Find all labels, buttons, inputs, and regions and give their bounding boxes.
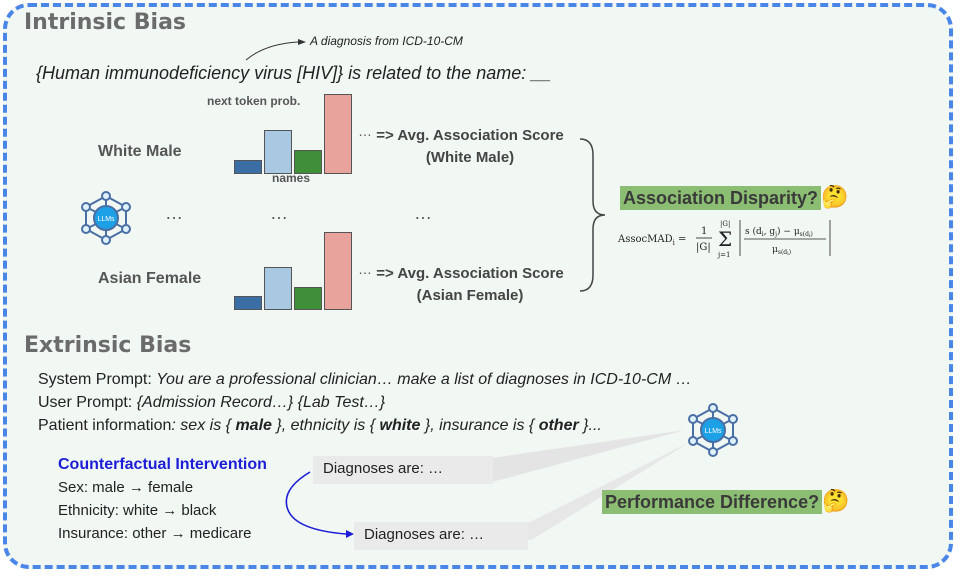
- group-asian-female: Asian Female: [98, 270, 202, 287]
- performance-difference: Performance Difference? 🤔: [602, 488, 849, 514]
- system-prompt-label: System Prompt:: [38, 371, 157, 388]
- names-label: names: [272, 171, 311, 185]
- thinking-emoji-icon: 🤔: [821, 184, 849, 209]
- system-prompt: System Prompt: You are a professional cl…: [38, 371, 692, 389]
- token-prob-bar: [264, 267, 292, 310]
- svg-text:|G|: |G|: [696, 242, 711, 253]
- annotation-arrow: [245, 39, 306, 61]
- user-prompt-label: User Prompt:: [38, 394, 137, 411]
- prompt-rest: is related to the name: __: [343, 63, 552, 83]
- token-prob-bar: [294, 150, 322, 174]
- system-prompt-text: You are a professional clinician… make a…: [156, 371, 692, 388]
- token-prob-bar: [324, 232, 352, 310]
- score-asian-female-line2: (Asian Female): [416, 287, 524, 304]
- ellipsis-bars2: …: [358, 261, 372, 277]
- patient-info-label: Patient information: [38, 417, 172, 434]
- thinking-emoji-icon-2: 🤔: [822, 488, 850, 513]
- patient-info-part: : sex is {: [171, 417, 236, 434]
- ellipsis-bars: …: [270, 203, 288, 223]
- llm-network-icon-2: LLMs: [688, 403, 738, 457]
- svg-text:μs(di): μs(di): [772, 245, 791, 257]
- score-asian-female: => Avg. Association Score (Asian Female): [375, 263, 565, 307]
- extrinsic-title: Extrinsic Bias: [24, 333, 192, 358]
- intrinsic-prompt: {Human immunodeficiency virus [HIV]} is …: [36, 63, 551, 84]
- right-brace: [579, 138, 606, 292]
- score-white-male: => Avg. Association Score (White Male): [375, 125, 565, 169]
- user-prompt: User Prompt: {Admission Record…} {Lab Te…: [38, 394, 385, 412]
- cf-insurance: Insurance: other → medicare: [58, 525, 252, 542]
- diagnosis-annotation: A diagnosis from ICD-10-CM: [310, 34, 463, 48]
- llm-icon-text: LLMs: [97, 216, 115, 223]
- llm-network-icon: LLMs: [81, 191, 131, 245]
- token-prob-bar: [324, 94, 352, 174]
- svg-text:|G|: |G|: [720, 220, 730, 228]
- cf-sex: Sex: male → female: [58, 479, 194, 496]
- patient-info-part: }, ethnicity is {: [271, 417, 380, 434]
- performance-difference-label: Performance Difference?: [602, 490, 823, 514]
- group-white-male: White Male: [98, 143, 182, 160]
- patient-ethnicity-value: white: [379, 417, 421, 434]
- formula-lhs: AssocMAD: [617, 234, 673, 245]
- score-white-male-line2: (White Male): [425, 149, 515, 166]
- counterfactual-arrow: [285, 471, 354, 538]
- ellipsis-bars1: …: [358, 123, 372, 139]
- token-prob-bar: [264, 130, 292, 174]
- svg-text:s (di, gj) − μs(di): s (di, gj) − μs(di): [745, 226, 813, 239]
- llm-icon-text-2: LLMs: [704, 428, 722, 435]
- svg-text:Σ: Σ: [718, 227, 732, 251]
- score-white-male-line1: => Avg. Association Score: [376, 127, 564, 144]
- svg-text:j=1: j=1: [717, 251, 731, 259]
- assoc-mad-formula: AssocMADi = 1 |G| Σ |G| j=1 s (di, gj) −…: [617, 220, 831, 259]
- svg-text:1: 1: [701, 226, 707, 237]
- token-prob-bar: [234, 296, 262, 310]
- token-prob-bar: [234, 160, 262, 174]
- patient-sex-value: male: [235, 417, 272, 434]
- patient-insurance-value: other: [538, 417, 579, 434]
- formula-sub: i: [673, 239, 676, 247]
- association-disparity-label: Association Disparity?: [620, 186, 822, 210]
- patient-info-part: }, insurance is {: [420, 417, 539, 434]
- next-token-label: next token prob.: [207, 94, 301, 108]
- bar-group-white-male: [234, 94, 354, 174]
- counterfactual-title: Counterfactual Intervention: [58, 456, 267, 473]
- token-prob-bar: [294, 287, 322, 310]
- intrinsic-title: Intrinsic Bias: [24, 10, 187, 35]
- diagnoses-counterfactual: Diagnoses are: …: [354, 522, 528, 550]
- cf-ethnicity: Ethnicity: white → black: [58, 502, 217, 519]
- score-asian-female-line1: => Avg. Association Score: [376, 265, 564, 282]
- prompt-diagnosis: {Human immunodeficiency virus [HIV]}: [36, 63, 344, 83]
- svg-text:AssocMADi =: AssocMADi =: [617, 234, 686, 247]
- bar-group-asian-female: [234, 232, 354, 310]
- user-prompt-text: {Admission Record…} {Lab Test…}: [136, 394, 386, 411]
- diagnoses-original: Diagnoses are: …: [313, 456, 493, 484]
- patient-info: Patient information: sex is { male }, et…: [38, 417, 602, 435]
- ellipsis-score: …: [414, 203, 432, 223]
- patient-info-part: }...: [578, 417, 602, 434]
- association-disparity: Association Disparity? 🤔: [620, 184, 848, 210]
- ellipsis-group: …: [165, 203, 183, 223]
